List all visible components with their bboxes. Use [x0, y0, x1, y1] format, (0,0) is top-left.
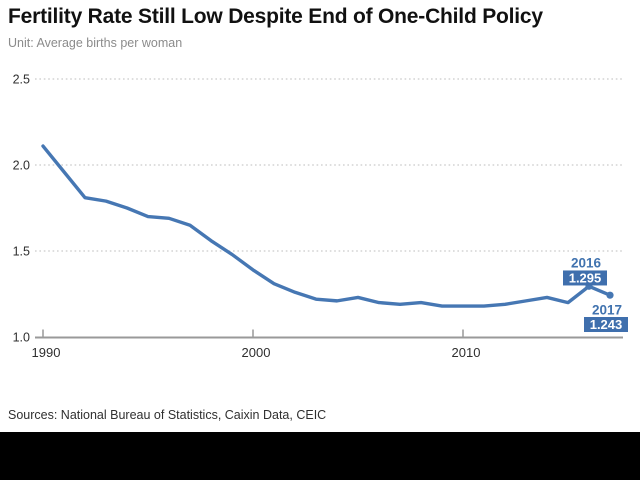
y-tick-label: 2.0: [13, 159, 30, 173]
page-title: Fertility Rate Still Low Despite End of …: [8, 5, 543, 28]
annotation-value-badge: [584, 317, 628, 333]
sources-note: Sources: National Bureau of Statistics, …: [8, 408, 327, 422]
y-tick-label: 1.5: [13, 245, 30, 259]
annotation-value-badge: [563, 270, 607, 286]
x-tick-label: 2010: [452, 345, 481, 360]
x-tick-label: 2000: [242, 345, 271, 360]
y-tick-label: 2.5: [13, 73, 30, 87]
annotation-value-label: 1.295: [569, 271, 602, 286]
annotation-year-label: 2017: [592, 303, 622, 318]
data-point-marker: [606, 291, 614, 299]
annotation-year-label: 2016: [571, 255, 602, 270]
letterbox-bottom-bar: [0, 432, 640, 480]
x-tick-label: 1990: [32, 345, 61, 360]
fertility-line: [41, 144, 612, 308]
unit-label: Unit: Average births per woman: [8, 36, 183, 50]
annotation-value-label: 1.243: [590, 317, 623, 332]
y-tick-label: 1.0: [13, 331, 30, 345]
